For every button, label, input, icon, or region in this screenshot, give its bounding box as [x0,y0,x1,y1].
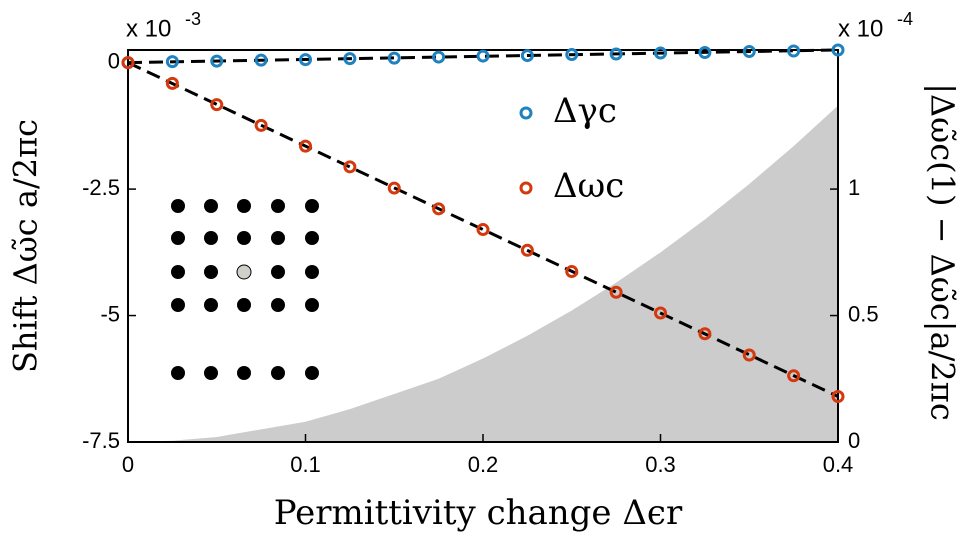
marker [742,45,756,59]
marker [698,327,712,341]
marker [432,202,446,216]
legend-label: Δγc [553,91,617,131]
marker [343,160,357,174]
x-tick-label: 0.1 [290,452,321,477]
marker [387,51,401,65]
marker [831,389,845,403]
area [128,105,838,443]
x-axis-label: Permittivity change Δϵr [274,493,683,533]
marker [520,49,534,63]
marker [609,285,623,299]
legend-marker [519,181,533,195]
marker [742,348,756,362]
lattice-rod [305,231,319,245]
marker [121,56,135,70]
y2-axis-label: |Δω̃c(1) − Δω̃c|a/2πc [924,83,962,420]
y-tick-label: -5 [100,301,120,326]
marker [520,243,534,257]
marker [476,49,490,63]
y-tick-label: -7.5 [82,428,120,453]
lattice-rod [305,366,319,380]
marker [654,46,667,60]
y-tick-label: 0 [108,48,120,73]
legend-label: Δωc [553,166,624,206]
marker [565,48,579,62]
marker [165,76,179,90]
lattice-rod [271,298,285,312]
y-axis-label: Shift Δω̃c a/2πc [7,119,45,373]
lattice-rod [204,366,218,380]
lattice-rod [171,298,185,312]
lattice-rod [237,199,251,213]
y2-tick-label: 1 [848,175,860,200]
y2-scale-label: x 10 [838,15,883,42]
marker [210,54,224,68]
legend-marker [519,106,533,120]
marker [609,47,623,61]
marker [165,55,179,69]
lattice-rod [236,264,252,280]
x-tick-label: 0.4 [823,452,854,477]
lattice-rod [237,298,251,312]
marker [476,223,490,237]
marker [210,98,224,112]
y2-scale-exponent: -4 [897,9,913,29]
marker [654,306,667,320]
lattice-rod [305,298,319,312]
marker [299,139,312,153]
y-scale-exponent: -3 [185,9,201,29]
lattice-rod [271,366,285,380]
marker [254,53,268,67]
fit-line [127,61,839,398]
marker [831,43,845,57]
fit-line [127,48,839,65]
lattice-rod [305,265,319,279]
lattice-rod [171,231,185,245]
y-tick-label: -2.5 [82,175,120,200]
x-tick-label: 0.3 [645,452,676,477]
marker [565,265,579,279]
marker [299,53,312,67]
marker [698,46,712,60]
marker [254,118,268,132]
lattice-rod [204,298,218,312]
lattice-rod [237,366,251,380]
lattice-rod [237,231,251,245]
marker [432,50,446,64]
lattice-rod [171,366,185,380]
x-tick-label: 0.2 [468,452,499,477]
lattice-rod [204,199,218,213]
y2-tick-label: 0.5 [848,301,879,326]
marker [787,44,801,58]
marker [387,181,401,195]
y2-tick-label: 0 [848,428,860,453]
lattice-rod [271,199,285,213]
lattice-rod [171,199,185,213]
y-scale-label: x 10 [126,15,171,42]
marker [787,369,801,383]
lattice-rod [271,265,285,279]
lattice-rod [204,231,218,245]
lattice-rod [271,231,285,245]
lattice-rod [305,199,319,213]
x-tick-label: 0 [122,452,134,477]
lattice-rod [204,265,218,279]
lattice-rod [171,265,185,279]
marker [343,52,357,66]
